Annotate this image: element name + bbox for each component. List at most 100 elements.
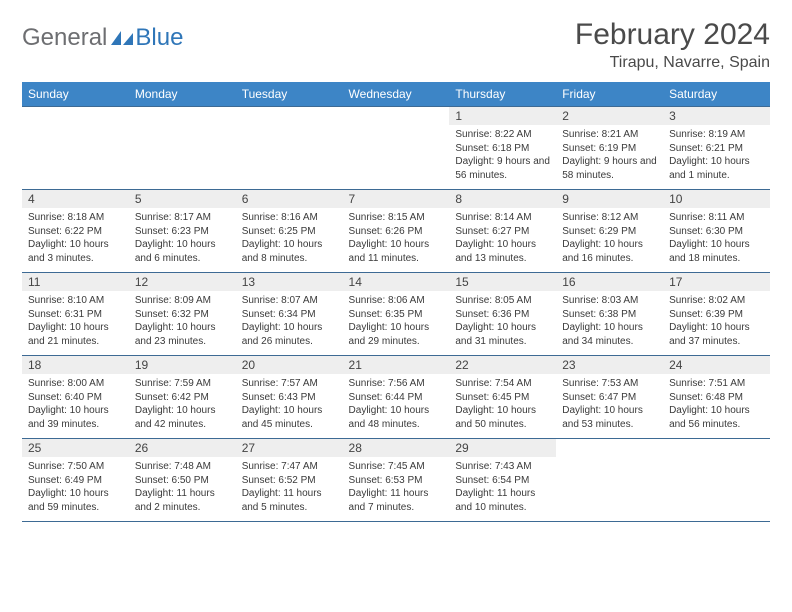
day-cell-body: Sunrise: 7:50 AMSunset: 6:49 PMDaylight:… — [22, 457, 129, 522]
day-cell-body: Sunrise: 8:09 AMSunset: 6:32 PMDaylight:… — [129, 291, 236, 356]
sunrise-text: Sunrise: 8:02 AM — [669, 294, 764, 308]
sunrise-text: Sunrise: 8:12 AM — [562, 211, 657, 225]
week-body-row: Sunrise: 8:18 AMSunset: 6:22 PMDaylight:… — [22, 208, 770, 273]
logo-text-general: General — [22, 24, 107, 52]
day-cell-number: 27 — [236, 439, 343, 458]
day-details: Sunrise: 8:18 AMSunset: 6:22 PMDaylight:… — [22, 208, 129, 272]
day-details: Sunrise: 7:48 AMSunset: 6:50 PMDaylight:… — [129, 457, 236, 521]
day-cell-number: 23 — [556, 356, 663, 375]
weekday-header: Saturday — [663, 82, 770, 107]
week-daynum-row: 18192021222324 — [22, 356, 770, 375]
day-details: Sunrise: 7:47 AMSunset: 6:52 PMDaylight:… — [236, 457, 343, 521]
day-cell-body: Sunrise: 8:03 AMSunset: 6:38 PMDaylight:… — [556, 291, 663, 356]
sunset-text: Sunset: 6:39 PM — [669, 308, 764, 322]
header: General Blue February 2024 Tirapu, Navar… — [22, 18, 770, 72]
day-cell-number: 2 — [556, 107, 663, 126]
weekday-header: Thursday — [449, 82, 556, 107]
day-details: Sunrise: 8:14 AMSunset: 6:27 PMDaylight:… — [449, 208, 556, 272]
day-cell-body: Sunrise: 8:11 AMSunset: 6:30 PMDaylight:… — [663, 208, 770, 273]
sunrise-text: Sunrise: 8:19 AM — [669, 128, 764, 142]
day-cell-number: 21 — [343, 356, 450, 375]
daylight-text: Daylight: 10 hours and 8 minutes. — [242, 238, 337, 265]
weekday-header: Tuesday — [236, 82, 343, 107]
sunrise-text: Sunrise: 7:48 AM — [135, 460, 230, 474]
daylight-text: Daylight: 10 hours and 29 minutes. — [349, 321, 444, 348]
day-details: Sunrise: 8:09 AMSunset: 6:32 PMDaylight:… — [129, 291, 236, 355]
day-cell-body: Sunrise: 8:16 AMSunset: 6:25 PMDaylight:… — [236, 208, 343, 273]
sunset-text: Sunset: 6:27 PM — [455, 225, 550, 239]
month-title: February 2024 — [575, 18, 770, 52]
week-body-row: Sunrise: 8:22 AMSunset: 6:18 PMDaylight:… — [22, 125, 770, 190]
daylight-text: Daylight: 10 hours and 39 minutes. — [28, 404, 123, 431]
day-number: 9 — [556, 190, 663, 208]
day-cell-number: 20 — [236, 356, 343, 375]
sunset-text: Sunset: 6:23 PM — [135, 225, 230, 239]
daylight-text: Daylight: 10 hours and 21 minutes. — [28, 321, 123, 348]
day-number: 22 — [449, 356, 556, 374]
daylight-text: Daylight: 10 hours and 42 minutes. — [135, 404, 230, 431]
logo: General Blue — [22, 18, 183, 52]
daylight-text: Daylight: 11 hours and 5 minutes. — [242, 487, 337, 514]
sunrise-text: Sunrise: 7:50 AM — [28, 460, 123, 474]
sunrise-text: Sunrise: 7:59 AM — [135, 377, 230, 391]
day-details: Sunrise: 8:19 AMSunset: 6:21 PMDaylight:… — [663, 125, 770, 189]
sunrise-text: Sunrise: 8:11 AM — [669, 211, 764, 225]
day-cell-number: 5 — [129, 190, 236, 209]
daylight-text: Daylight: 10 hours and 1 minute. — [669, 155, 764, 182]
sunset-text: Sunset: 6:26 PM — [349, 225, 444, 239]
sunset-text: Sunset: 6:21 PM — [669, 142, 764, 156]
sunrise-text: Sunrise: 8:06 AM — [349, 294, 444, 308]
week-daynum-row: 11121314151617 — [22, 273, 770, 292]
weekday-header: Sunday — [22, 82, 129, 107]
day-details: Sunrise: 8:05 AMSunset: 6:36 PMDaylight:… — [449, 291, 556, 355]
day-number: 14 — [343, 273, 450, 291]
sunrise-text: Sunrise: 8:05 AM — [455, 294, 550, 308]
daylight-text: Daylight: 9 hours and 56 minutes. — [455, 155, 550, 182]
day-number: 8 — [449, 190, 556, 208]
sunrise-text: Sunrise: 7:53 AM — [562, 377, 657, 391]
day-cell-number: 11 — [22, 273, 129, 292]
day-details: Sunrise: 7:59 AMSunset: 6:42 PMDaylight:… — [129, 374, 236, 438]
day-details: Sunrise: 7:51 AMSunset: 6:48 PMDaylight:… — [663, 374, 770, 438]
weekday-header: Friday — [556, 82, 663, 107]
day-details: Sunrise: 7:53 AMSunset: 6:47 PMDaylight:… — [556, 374, 663, 438]
day-details: Sunrise: 8:03 AMSunset: 6:38 PMDaylight:… — [556, 291, 663, 355]
daylight-text: Daylight: 10 hours and 59 minutes. — [28, 487, 123, 514]
sunrise-text: Sunrise: 7:56 AM — [349, 377, 444, 391]
day-cell-body: Sunrise: 7:56 AMSunset: 6:44 PMDaylight:… — [343, 374, 450, 439]
sunset-text: Sunset: 6:52 PM — [242, 474, 337, 488]
day-cell-number: 16 — [556, 273, 663, 292]
day-cell-body: Sunrise: 8:00 AMSunset: 6:40 PMDaylight:… — [22, 374, 129, 439]
sunset-text: Sunset: 6:22 PM — [28, 225, 123, 239]
daylight-text: Daylight: 11 hours and 2 minutes. — [135, 487, 230, 514]
daylight-text: Daylight: 10 hours and 11 minutes. — [349, 238, 444, 265]
day-number: 2 — [556, 107, 663, 125]
day-cell-number: 8 — [449, 190, 556, 209]
week-body-row: Sunrise: 7:50 AMSunset: 6:49 PMDaylight:… — [22, 457, 770, 522]
sunset-text: Sunset: 6:50 PM — [135, 474, 230, 488]
daylight-text: Daylight: 10 hours and 16 minutes. — [562, 238, 657, 265]
day-details: Sunrise: 8:21 AMSunset: 6:19 PMDaylight:… — [556, 125, 663, 189]
day-cell-number: 17 — [663, 273, 770, 292]
day-cell-body: Sunrise: 7:54 AMSunset: 6:45 PMDaylight:… — [449, 374, 556, 439]
sunrise-text: Sunrise: 7:45 AM — [349, 460, 444, 474]
daylight-text: Daylight: 10 hours and 18 minutes. — [669, 238, 764, 265]
day-cell-body — [22, 125, 129, 190]
day-cell-body: Sunrise: 7:53 AMSunset: 6:47 PMDaylight:… — [556, 374, 663, 439]
day-number: 24 — [663, 356, 770, 374]
day-cell-body: Sunrise: 7:47 AMSunset: 6:52 PMDaylight:… — [236, 457, 343, 522]
day-cell-number — [22, 107, 129, 126]
day-cell-body: Sunrise: 8:14 AMSunset: 6:27 PMDaylight:… — [449, 208, 556, 273]
sunset-text: Sunset: 6:18 PM — [455, 142, 550, 156]
sunset-text: Sunset: 6:29 PM — [562, 225, 657, 239]
day-details: Sunrise: 8:11 AMSunset: 6:30 PMDaylight:… — [663, 208, 770, 272]
sunset-text: Sunset: 6:36 PM — [455, 308, 550, 322]
day-cell-body: Sunrise: 7:43 AMSunset: 6:54 PMDaylight:… — [449, 457, 556, 522]
sunrise-text: Sunrise: 8:00 AM — [28, 377, 123, 391]
logo-text-blue: Blue — [135, 24, 183, 52]
daylight-text: Daylight: 10 hours and 6 minutes. — [135, 238, 230, 265]
day-number: 23 — [556, 356, 663, 374]
day-number: 18 — [22, 356, 129, 374]
day-cell-body: Sunrise: 7:51 AMSunset: 6:48 PMDaylight:… — [663, 374, 770, 439]
day-number: 17 — [663, 273, 770, 291]
